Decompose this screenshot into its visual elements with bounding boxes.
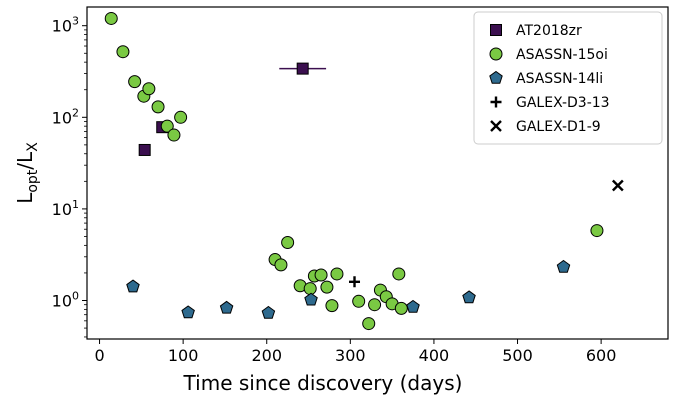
data-point: [590, 224, 604, 238]
data-point: [261, 305, 276, 319]
legend-box: [473, 11, 663, 145]
legend-label: AT2018zr: [516, 23, 582, 39]
x-tick-label: 300: [335, 346, 366, 365]
data-point: [160, 119, 174, 133]
data-point: [181, 305, 195, 319]
x-tick-label: 400: [419, 346, 450, 365]
data-point: [320, 280, 334, 294]
data-point: [362, 317, 376, 331]
data-point: [368, 298, 382, 312]
x-axis-label: Time since discovery (days): [183, 371, 463, 395]
data-point: [174, 110, 188, 124]
data-point: [556, 259, 571, 273]
data-point: [274, 258, 288, 272]
data-point: [392, 267, 406, 281]
data-point: [352, 294, 366, 308]
y-tick-label: 103: [52, 15, 79, 36]
legend-marker: [490, 24, 502, 36]
x-tick-label: 100: [168, 346, 199, 365]
legend-marker: [489, 47, 503, 61]
data-point: [304, 292, 318, 306]
data-point: [314, 268, 328, 282]
series-asassn-15oi: [104, 11, 604, 331]
data-point: [325, 299, 339, 313]
y-axis: 100 101 102 103: [52, 15, 87, 338]
data-point: [219, 300, 234, 314]
y-tick-label: 101: [52, 198, 79, 219]
legend-marker: [489, 70, 503, 84]
series-galex-d1-9: [611, 179, 624, 192]
data-point: [116, 45, 130, 59]
data-point: [462, 290, 476, 304]
data-points: [104, 11, 624, 331]
data-point: [394, 301, 408, 315]
plot-frame: [86, 6, 669, 340]
data-point: [151, 100, 165, 114]
legend-label: GALEX-D3-13: [516, 95, 610, 111]
data-point: [349, 276, 361, 288]
data-point: [126, 279, 140, 293]
data-point: [330, 267, 344, 281]
data-point: [128, 75, 142, 89]
x-tick-label: 500: [502, 346, 533, 365]
legend: AT2018zr ASASSN-15oi ASASSN-14li GALEX-D3-1…: [473, 11, 663, 145]
data-point: [167, 128, 181, 142]
plot-area: [86, 6, 669, 340]
data-point: [296, 62, 309, 75]
data-point: [281, 235, 295, 249]
y-axis-label: Lopt/LX: [13, 142, 41, 204]
legend-label: ASASSN-15oi: [516, 47, 608, 63]
legend-label: ASASSN-14li: [516, 71, 603, 87]
legend-label: GALEX-D1-9: [516, 119, 601, 135]
series-galex-d3-13: [349, 276, 361, 288]
data-point: [406, 299, 420, 313]
data-point: [303, 282, 317, 296]
data-point: [142, 82, 156, 96]
legend-marker: [490, 96, 502, 108]
series-asassn-14li: [126, 259, 571, 319]
data-point: [611, 179, 624, 192]
data-point: [104, 11, 118, 25]
series-at2018zr: [138, 62, 327, 156]
data-point: [138, 143, 151, 156]
y-tick-label: 100: [52, 290, 79, 311]
x-tick-label: 0: [94, 346, 104, 365]
x-axis: 0 100 200 300 400 500 600: [94, 339, 616, 365]
x-tick-label: 200: [251, 346, 282, 365]
y-tick-label: 102: [52, 106, 79, 127]
legend-marker: [490, 120, 502, 132]
x-tick-label: 600: [586, 346, 617, 365]
